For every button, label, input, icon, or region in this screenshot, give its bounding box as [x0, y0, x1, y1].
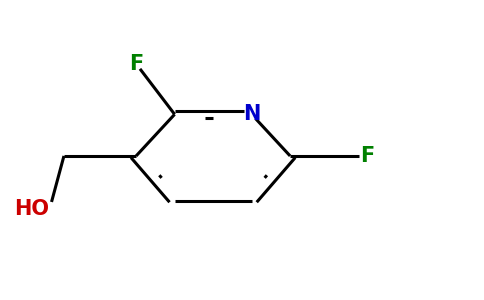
- Text: F: F: [360, 146, 374, 166]
- Text: N: N: [243, 104, 260, 124]
- Text: HO: HO: [15, 200, 49, 219]
- Text: F: F: [129, 54, 143, 74]
